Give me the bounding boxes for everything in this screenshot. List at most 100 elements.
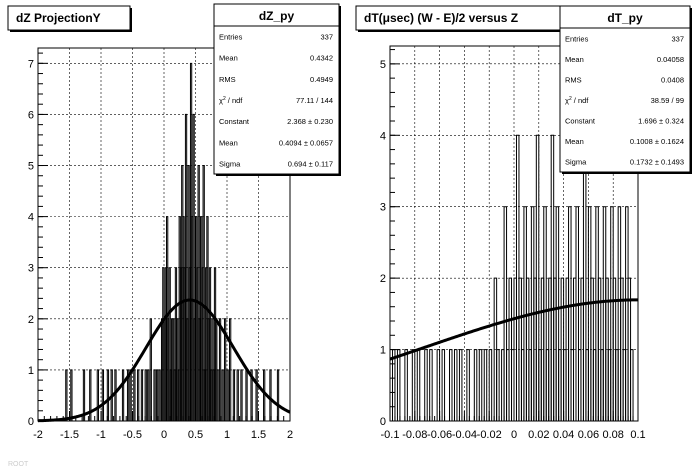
stats-label: Constant — [565, 117, 596, 126]
stats-label: RMS — [219, 75, 236, 84]
x-tick-label: -1 — [96, 429, 106, 441]
histogram-bin — [232, 369, 236, 421]
histogram-bin — [429, 349, 433, 421]
histogram-bin — [478, 349, 483, 421]
histogram-bin — [221, 369, 224, 421]
x-tick-label: 0.1 — [630, 429, 645, 441]
histogram-bin — [229, 318, 232, 421]
histogram-bin — [184, 113, 188, 421]
histogram-bin — [226, 369, 229, 421]
y-tick-label: 6 — [28, 109, 34, 121]
histogram-bin — [483, 349, 488, 421]
stats-value: 0.1008 ± 0.1624 — [630, 137, 684, 146]
x-tick-label: 0 — [161, 429, 167, 441]
stats-label: Mean — [565, 137, 584, 146]
histogram-bin — [575, 206, 579, 421]
histogram-bin — [503, 206, 508, 421]
stats-box — [213, 3, 340, 175]
histogram-pad-dt: -0.1 -0.08 -0.06 -0.04 -0.02 0 0.02 0.04 0.06 0.0… — [355, 5, 692, 441]
x-tick-label: 1.5 — [251, 429, 266, 441]
stats-value: 0.694 ± 0.117 — [288, 159, 333, 168]
stats-label: Entries — [565, 34, 589, 43]
y-tick-label: 2 — [28, 314, 34, 326]
histogram-bin — [255, 369, 258, 421]
histogram-bin — [140, 369, 144, 421]
histogram-bin — [144, 369, 147, 421]
stats-label: Constant — [219, 117, 250, 126]
histogram-bin — [568, 206, 572, 421]
histogram-bin — [269, 369, 272, 421]
stats-value: 337 — [320, 33, 333, 42]
stats-title: dT_py — [607, 11, 643, 25]
x-tick-label: -2 — [33, 429, 43, 441]
y-tick-label: 7 — [28, 58, 34, 70]
histogram-bin — [240, 369, 243, 421]
stats-value: 1.696 ± 0.324 — [638, 117, 684, 126]
stats-title: dZ_py — [259, 9, 295, 23]
y-tick-label: 4 — [28, 212, 34, 224]
histogram-bin — [263, 369, 266, 421]
x-tick-label: -0.02 — [477, 429, 502, 441]
stats-value: 2.368 ± 0.230 — [287, 117, 333, 126]
histogram-bin — [488, 349, 493, 421]
y-tick-label: 1 — [28, 365, 34, 377]
chart-title: dT(μsec) (W - E)/2 versus Z — [364, 11, 518, 25]
x-tick-label: 2 — [287, 429, 293, 441]
stats-value: 0.0408 — [661, 75, 684, 84]
stats-label: RMS — [565, 75, 582, 84]
stats-label: Entries — [219, 33, 243, 42]
fit-curve — [389, 298, 638, 361]
x-tick-label: 0.02 — [528, 429, 549, 441]
histogram-bin — [192, 113, 195, 421]
histogram-bin — [555, 206, 560, 421]
y-tick-label: 3 — [380, 202, 386, 214]
x-tick-label: -1.5 — [60, 429, 79, 441]
histogram-pad-dz: -2 -1.5 -1 -0.5 0 0.5 1 1.5 2 0 1 2 3 4 5 6 7 dZ Projecti… — [7, 3, 341, 441]
stats-value: 38.59 / 99 — [651, 96, 684, 105]
histogram-bin — [197, 165, 200, 421]
x-tick-label: -0.1 — [381, 429, 400, 441]
x-tick-label: -0.5 — [123, 429, 142, 441]
histogram-bin — [496, 349, 500, 421]
chart-title: dZ ProjectionY — [16, 11, 101, 25]
stats-label: Mean — [219, 138, 238, 147]
histogram-bin — [121, 369, 125, 421]
histogram-bin — [126, 369, 130, 421]
histogram-bin — [543, 206, 547, 421]
histogram-bin — [473, 349, 478, 421]
histogram-bin — [65, 369, 68, 421]
x-tick-label: 0.04 — [553, 429, 574, 441]
x-tick-label: 0 — [511, 429, 517, 441]
histogram-bin — [218, 318, 222, 421]
histogram-bin — [168, 267, 171, 421]
histogram-bin — [155, 369, 159, 421]
stats-value: 77.11 / 144 — [296, 96, 333, 105]
histogram-bin — [276, 369, 280, 421]
x-tick-label: 1 — [224, 429, 230, 441]
histogram-bin — [449, 349, 453, 421]
y-tick-label: 1 — [380, 345, 386, 357]
histogram-bin — [404, 349, 408, 421]
histogram-bin — [236, 369, 239, 421]
y-tick-label: 3 — [28, 263, 34, 275]
histogram-bin — [137, 369, 140, 421]
histogram-bin — [216, 369, 219, 421]
footer-text: ROOT — [8, 461, 29, 468]
x-tick-label: 0.5 — [188, 429, 203, 441]
histogram-bin — [208, 267, 212, 421]
histogram-bin — [153, 369, 156, 421]
stats-value: 0.04058 — [657, 55, 684, 64]
stats-value: 0.4949 — [310, 75, 333, 84]
stats-label: Sigma — [219, 159, 241, 168]
stats-label: χ2 / ndf — [565, 96, 589, 105]
x-tick-label: -0.04 — [452, 429, 477, 441]
histogram-bin — [466, 349, 470, 421]
fit-curve — [37, 298, 291, 423]
histogram-bin — [149, 318, 152, 421]
histogram-bin — [411, 349, 416, 421]
histogram-bin — [223, 318, 227, 421]
histogram-bin — [114, 369, 117, 421]
y-tick-label: 5 — [28, 161, 34, 173]
y-tick-label: 0 — [380, 416, 386, 428]
stats-label: Mean — [565, 55, 584, 64]
